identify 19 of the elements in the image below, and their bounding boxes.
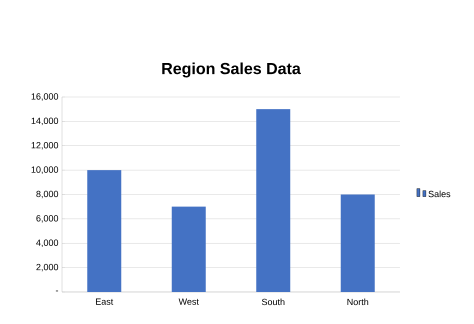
x-tick-label: West [178, 298, 199, 305]
chart-title: Region Sales Data [162, 62, 301, 78]
y-tick-label: 6,000 [36, 215, 58, 223]
bar [256, 109, 290, 292]
bar [340, 194, 375, 292]
bar [87, 170, 122, 292]
y-tick-label: 2,000 [36, 264, 58, 272]
bar [172, 206, 206, 292]
y-tick-label: 4,000 [36, 240, 58, 247]
x-tick-label: South [262, 298, 284, 306]
y-tick-label: 16,000 [32, 93, 58, 101]
y-tick-label: - [56, 290, 58, 292]
y-tick-label: 12,000 [32, 142, 58, 150]
x-tick-label: East [96, 298, 114, 305]
y-tick-label: 14,000 [32, 118, 58, 126]
x-tick-label: North [347, 298, 368, 306]
y-tick-label: 8,000 [36, 190, 58, 198]
y-tick-label: 10,000 [32, 166, 58, 174]
legend-label: Sales [428, 190, 450, 198]
